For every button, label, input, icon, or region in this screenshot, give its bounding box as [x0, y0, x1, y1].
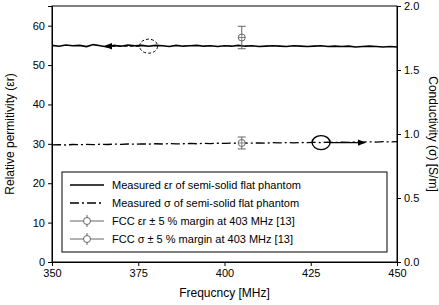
tick-label: 40	[33, 98, 45, 110]
error-point	[238, 137, 246, 149]
tick-mark	[138, 262, 139, 266]
marker-cross	[238, 34, 245, 41]
legend-item: FCC εr ± 5 % margin at 403 MHz [13]	[70, 215, 295, 227]
y-axis-title: Relative permitivity (εr)	[3, 73, 17, 194]
x-axis: 350 375 400 425 450	[43, 262, 406, 279]
axis-pointer	[312, 136, 365, 150]
error-point	[238, 26, 246, 48]
tick-label: 0	[39, 256, 45, 268]
tick-label: 2.0	[404, 0, 419, 12]
tick: 50	[33, 59, 52, 71]
tick: 425	[302, 262, 320, 279]
tick: 20	[33, 177, 52, 189]
tick-mark	[48, 26, 52, 27]
tick-mark	[311, 262, 312, 266]
axis-pointer	[105, 39, 158, 53]
plot-frame	[52, 6, 397, 262]
legend: Measured εr of semi-solid flat phantom Me…	[62, 172, 387, 252]
tick-mark	[48, 104, 52, 105]
tick-label: 0.5	[404, 192, 419, 204]
legend-swatch	[84, 218, 91, 225]
legend-box	[62, 172, 387, 252]
tick-mark	[397, 262, 401, 263]
tick: 60	[33, 20, 52, 32]
legend-item: Measured εr of semi-solid flat phantom	[70, 179, 301, 191]
tick-mark	[48, 223, 52, 224]
error-cap	[238, 48, 246, 49]
series-line	[52, 142, 397, 145]
legend-swatch	[84, 236, 91, 243]
tick: 30	[33, 138, 52, 150]
legend-label: Measured σ of semi-solid flat phantom	[112, 197, 299, 209]
tick-label: 30	[33, 138, 45, 150]
tick: 1.0	[397, 128, 419, 140]
series-line	[52, 45, 397, 47]
y-axis: 0 10 20 30 40 50 60	[33, 7, 53, 269]
tick: 0.5	[397, 192, 419, 204]
tick-mark	[397, 70, 401, 71]
legend-label: Measured εr of semi-solid flat phantom	[112, 179, 301, 191]
chart: 350 375 400 425 450 0 10 20 30 40 50 60 0.0 0.5 1.0 1.5…	[0, 0, 439, 305]
tick: 375	[130, 262, 148, 279]
marker	[238, 139, 245, 146]
legend-label: FCC σ ± 5 % margin at 403 MHz [13]	[112, 233, 293, 245]
tick: 2.0	[397, 0, 419, 12]
tick-label: 1.0	[404, 128, 419, 140]
tick-mark	[397, 6, 401, 7]
pointer-ellipse	[312, 136, 330, 150]
tick-mark	[48, 262, 52, 263]
tick-label: 1.5	[404, 64, 419, 76]
tick: 1.5	[397, 64, 419, 76]
error-cap	[238, 137, 246, 138]
tick: 400	[216, 262, 234, 279]
tick: 40	[33, 98, 52, 110]
pointer-arrow	[105, 46, 140, 47]
data-area	[52, 26, 397, 149]
tick-mark	[397, 134, 401, 135]
tick-label: 425	[302, 267, 320, 279]
axis-line	[53, 263, 398, 267]
tick-mark	[397, 198, 401, 199]
tick-mark	[225, 262, 226, 266]
axis-line	[48, 7, 53, 263]
tick-label: 20	[33, 177, 45, 189]
pointer-ellipse	[140, 39, 158, 53]
axis-line	[398, 7, 402, 263]
tick: 10	[33, 217, 52, 229]
marker	[238, 34, 245, 41]
tick-mark	[48, 183, 52, 184]
tick-label: 375	[130, 267, 148, 279]
tick: 0.0	[397, 256, 419, 268]
tick-mark	[48, 144, 52, 145]
legend-item: Measured σ of semi-solid flat phantom	[70, 197, 299, 209]
legend-swatch	[70, 202, 104, 203]
tick-mark	[48, 65, 52, 66]
tick-label: 60	[33, 20, 45, 32]
marker-cross	[238, 139, 245, 146]
tick-label: 450	[388, 267, 406, 279]
tick: 0	[39, 256, 52, 268]
tick: 350	[43, 262, 61, 279]
y2-axis-title: Conductivity (σ) [S/m]	[426, 76, 439, 191]
error-cap	[238, 26, 246, 27]
tick-label: 50	[33, 59, 45, 71]
error-cap	[238, 148, 246, 149]
legend-label: FCC εr ± 5 % margin at 403 MHz [13]	[112, 215, 295, 227]
legend-item: FCC σ ± 5 % margin at 403 MHz [13]	[70, 233, 293, 245]
pointer-arrow	[330, 142, 365, 143]
tick-label: 0.0	[404, 256, 419, 268]
tick-label: 400	[216, 267, 234, 279]
x-axis-title: Frequcncy [MHz]	[179, 286, 270, 300]
tick-label: 10	[33, 217, 45, 229]
plot: 350 375 400 425 450 0 10 20 30 40 50 60 0.0 0.5 1.0 1.5…	[33, 0, 420, 279]
y2-axis: 0.0 0.5 1.0 1.5 2.0	[397, 0, 419, 268]
legend-swatch	[70, 184, 104, 186]
tick-label: 350	[43, 267, 61, 279]
